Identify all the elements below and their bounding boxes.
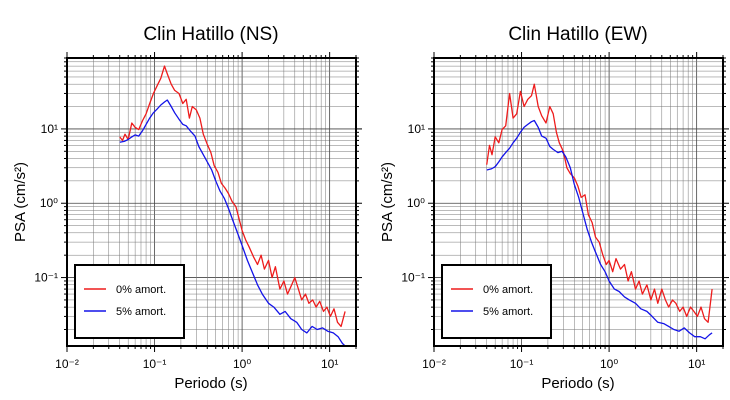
y-tick-label: 10⁻¹ — [401, 271, 425, 285]
y-axis-label: PSA (cm/s²) — [379, 162, 396, 242]
series-line-1 — [119, 99, 346, 347]
series-group — [119, 65, 346, 347]
series-group — [486, 83, 713, 340]
x-tick-label: 10⁰ — [600, 357, 618, 371]
x-axis-label: Periodo (s) — [174, 375, 247, 392]
legend-label-0: 0% amort. — [116, 284, 166, 296]
x-tick-label: 10¹ — [688, 357, 705, 371]
plot-frame — [433, 57, 724, 347]
series-line-0 — [486, 83, 713, 323]
y-tick-label: 10⁰ — [407, 196, 425, 210]
legend-label-1: 5% amort. — [116, 306, 166, 318]
legend: 0% amort. 5% amort. — [441, 264, 552, 339]
legend-label-1: 5% amort. — [483, 306, 533, 318]
ticks: 10⁻² 10⁻¹ 10⁰ 10¹ 10⁻¹ 10⁰ 10¹ — [401, 52, 729, 371]
plot-frame — [66, 57, 357, 347]
chart-title: Clin Hatillo (EW) — [508, 24, 647, 45]
ticks: 10⁻² 10⁻¹ 10⁰ 10¹ 10⁻¹ 10⁰ 10¹ — [34, 52, 362, 371]
x-tick-label: 10⁻¹ — [510, 357, 534, 371]
x-tick-label: 10¹ — [321, 357, 338, 371]
chart-panel-ew: Clin Hatillo (EW) 10⁻² 10⁻¹ 10⁰ 10¹10⁻¹10⁰1… — [379, 24, 729, 392]
y-tick-label: 10⁻¹ — [34, 271, 58, 285]
x-tick-label: 10⁰ — [233, 357, 251, 371]
x-axis-label: Periodo (s) — [541, 375, 614, 392]
chart-title: Clin Hatillo (NS) — [143, 24, 278, 45]
legend-box — [74, 264, 185, 339]
chart-panel-ns: Clin Hatillo (NS) 10⁻² 10⁻¹ 10⁰ 10¹10⁻¹10⁰1… — [12, 24, 362, 392]
series-line-0 — [119, 65, 346, 328]
legend-label-0: 0% amort. — [483, 284, 533, 296]
series-line-1 — [486, 119, 713, 340]
y-tick-label: 10⁰ — [40, 196, 58, 210]
legend-box — [441, 264, 552, 339]
y-tick-label: 10¹ — [408, 122, 425, 136]
y-axis-label: PSA (cm/s²) — [12, 162, 29, 242]
y-tick-label: 10¹ — [41, 122, 58, 136]
x-tick-label: 10⁻¹ — [143, 357, 167, 371]
x-tick-label: 10⁻² — [55, 357, 79, 371]
legend: 0% amort. 5% amort. — [74, 264, 185, 339]
x-tick-label: 10⁻² — [422, 357, 446, 371]
